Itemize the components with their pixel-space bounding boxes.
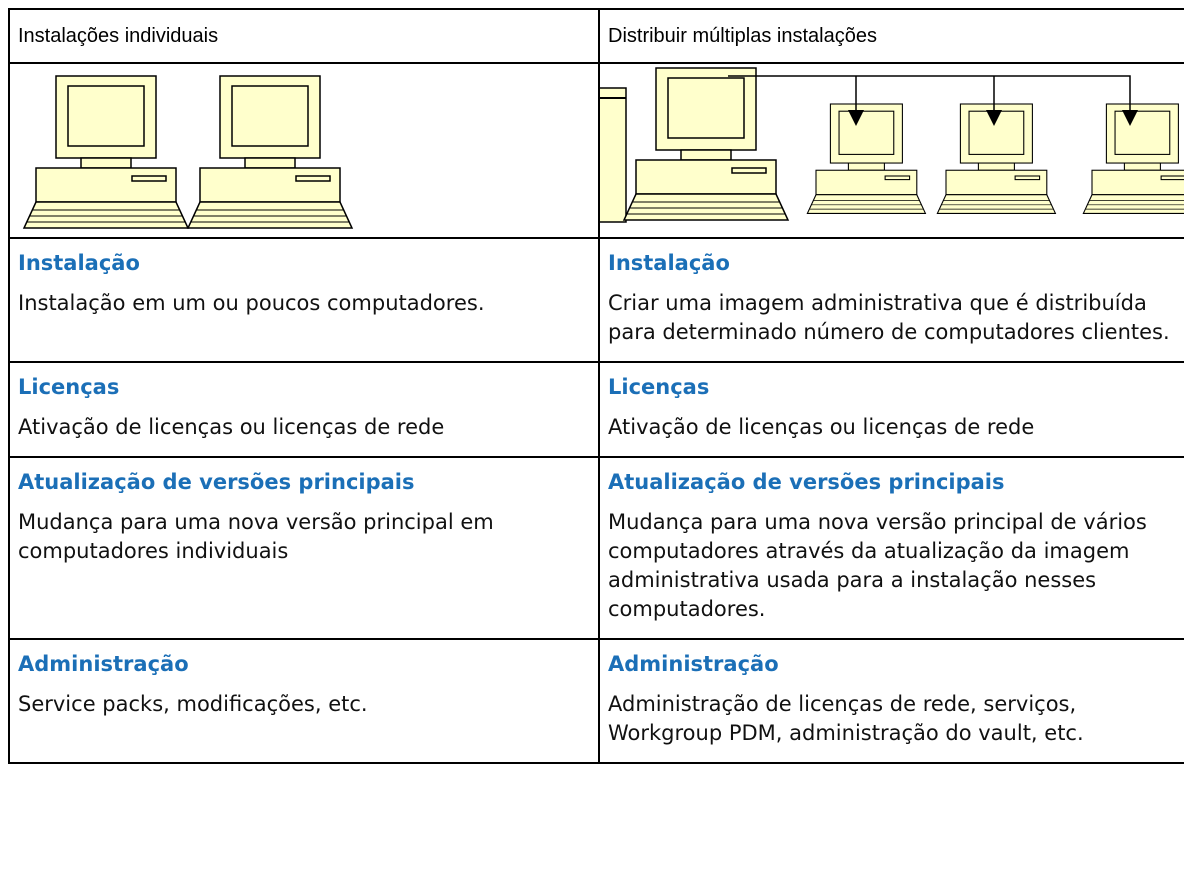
cell-title: Licenças bbox=[18, 375, 120, 399]
table-cell: Licenças Ativação de licenças ou licenças… bbox=[8, 361, 600, 458]
image-cell bbox=[8, 62, 600, 239]
table-cell: Atualização de versões principais Mudança… bbox=[8, 456, 600, 640]
table-row: Instalação Instalação em um ou poucos com… bbox=[8, 237, 1184, 363]
single-install-illustration bbox=[23, 75, 353, 229]
cell-text: Service packs, modificações, etc. bbox=[18, 692, 368, 716]
cell-text: Ativação de licenças ou licenças de rede bbox=[608, 415, 1035, 439]
image-cell bbox=[595, 62, 1184, 239]
cell-text: Mudança para uma nova versão principal d… bbox=[608, 510, 1147, 621]
cell-title: Administração bbox=[608, 652, 779, 676]
table-cell: Instalação Instalação em um ou poucos com… bbox=[8, 237, 600, 363]
cell-title: Administração bbox=[18, 652, 189, 676]
cell-text: Administração de licenças de rede, servi… bbox=[608, 692, 1084, 745]
table-row: Atualização de versões principais Mudança… bbox=[8, 456, 1184, 640]
cell-title: Atualização de versões principais bbox=[18, 470, 415, 494]
header-cell: Distribuir múltiplas instalações bbox=[598, 8, 1184, 64]
cell-text: Criar uma imagem administrativa que é di… bbox=[608, 291, 1170, 344]
table-row: Licenças Ativação de licenças ou licenças… bbox=[8, 361, 1184, 458]
cell-title: Licenças bbox=[608, 375, 710, 399]
cell-title: Instalação bbox=[608, 251, 730, 275]
cell-text: Instalação em um ou poucos computadores. bbox=[18, 291, 485, 315]
network-install-illustration bbox=[595, 67, 1184, 223]
table-cell: Administração Administração de licenças d… bbox=[598, 638, 1184, 764]
comparison-table: Instalações individuais Distribuir múlti… bbox=[8, 8, 1184, 764]
cell-text: Ativação de licenças ou licenças de rede bbox=[18, 415, 445, 439]
cell-text: Mudança para uma nova versão principal e… bbox=[18, 510, 494, 563]
table-row: Administração Service packs, modificações… bbox=[8, 638, 1184, 764]
table-cell: Atualização de versões principais Mudança… bbox=[598, 456, 1184, 640]
cell-title: Atualização de versões principais bbox=[608, 470, 1005, 494]
table-cell: Licenças Ativação de licenças ou licenças… bbox=[598, 361, 1184, 458]
table-cell: Administração Service packs, modificações… bbox=[8, 638, 600, 764]
header-cell: Instalações individuais bbox=[8, 8, 600, 64]
cell-title: Instalação bbox=[18, 251, 140, 275]
table-cell: Instalação Criar uma imagem administrativ… bbox=[598, 237, 1184, 363]
